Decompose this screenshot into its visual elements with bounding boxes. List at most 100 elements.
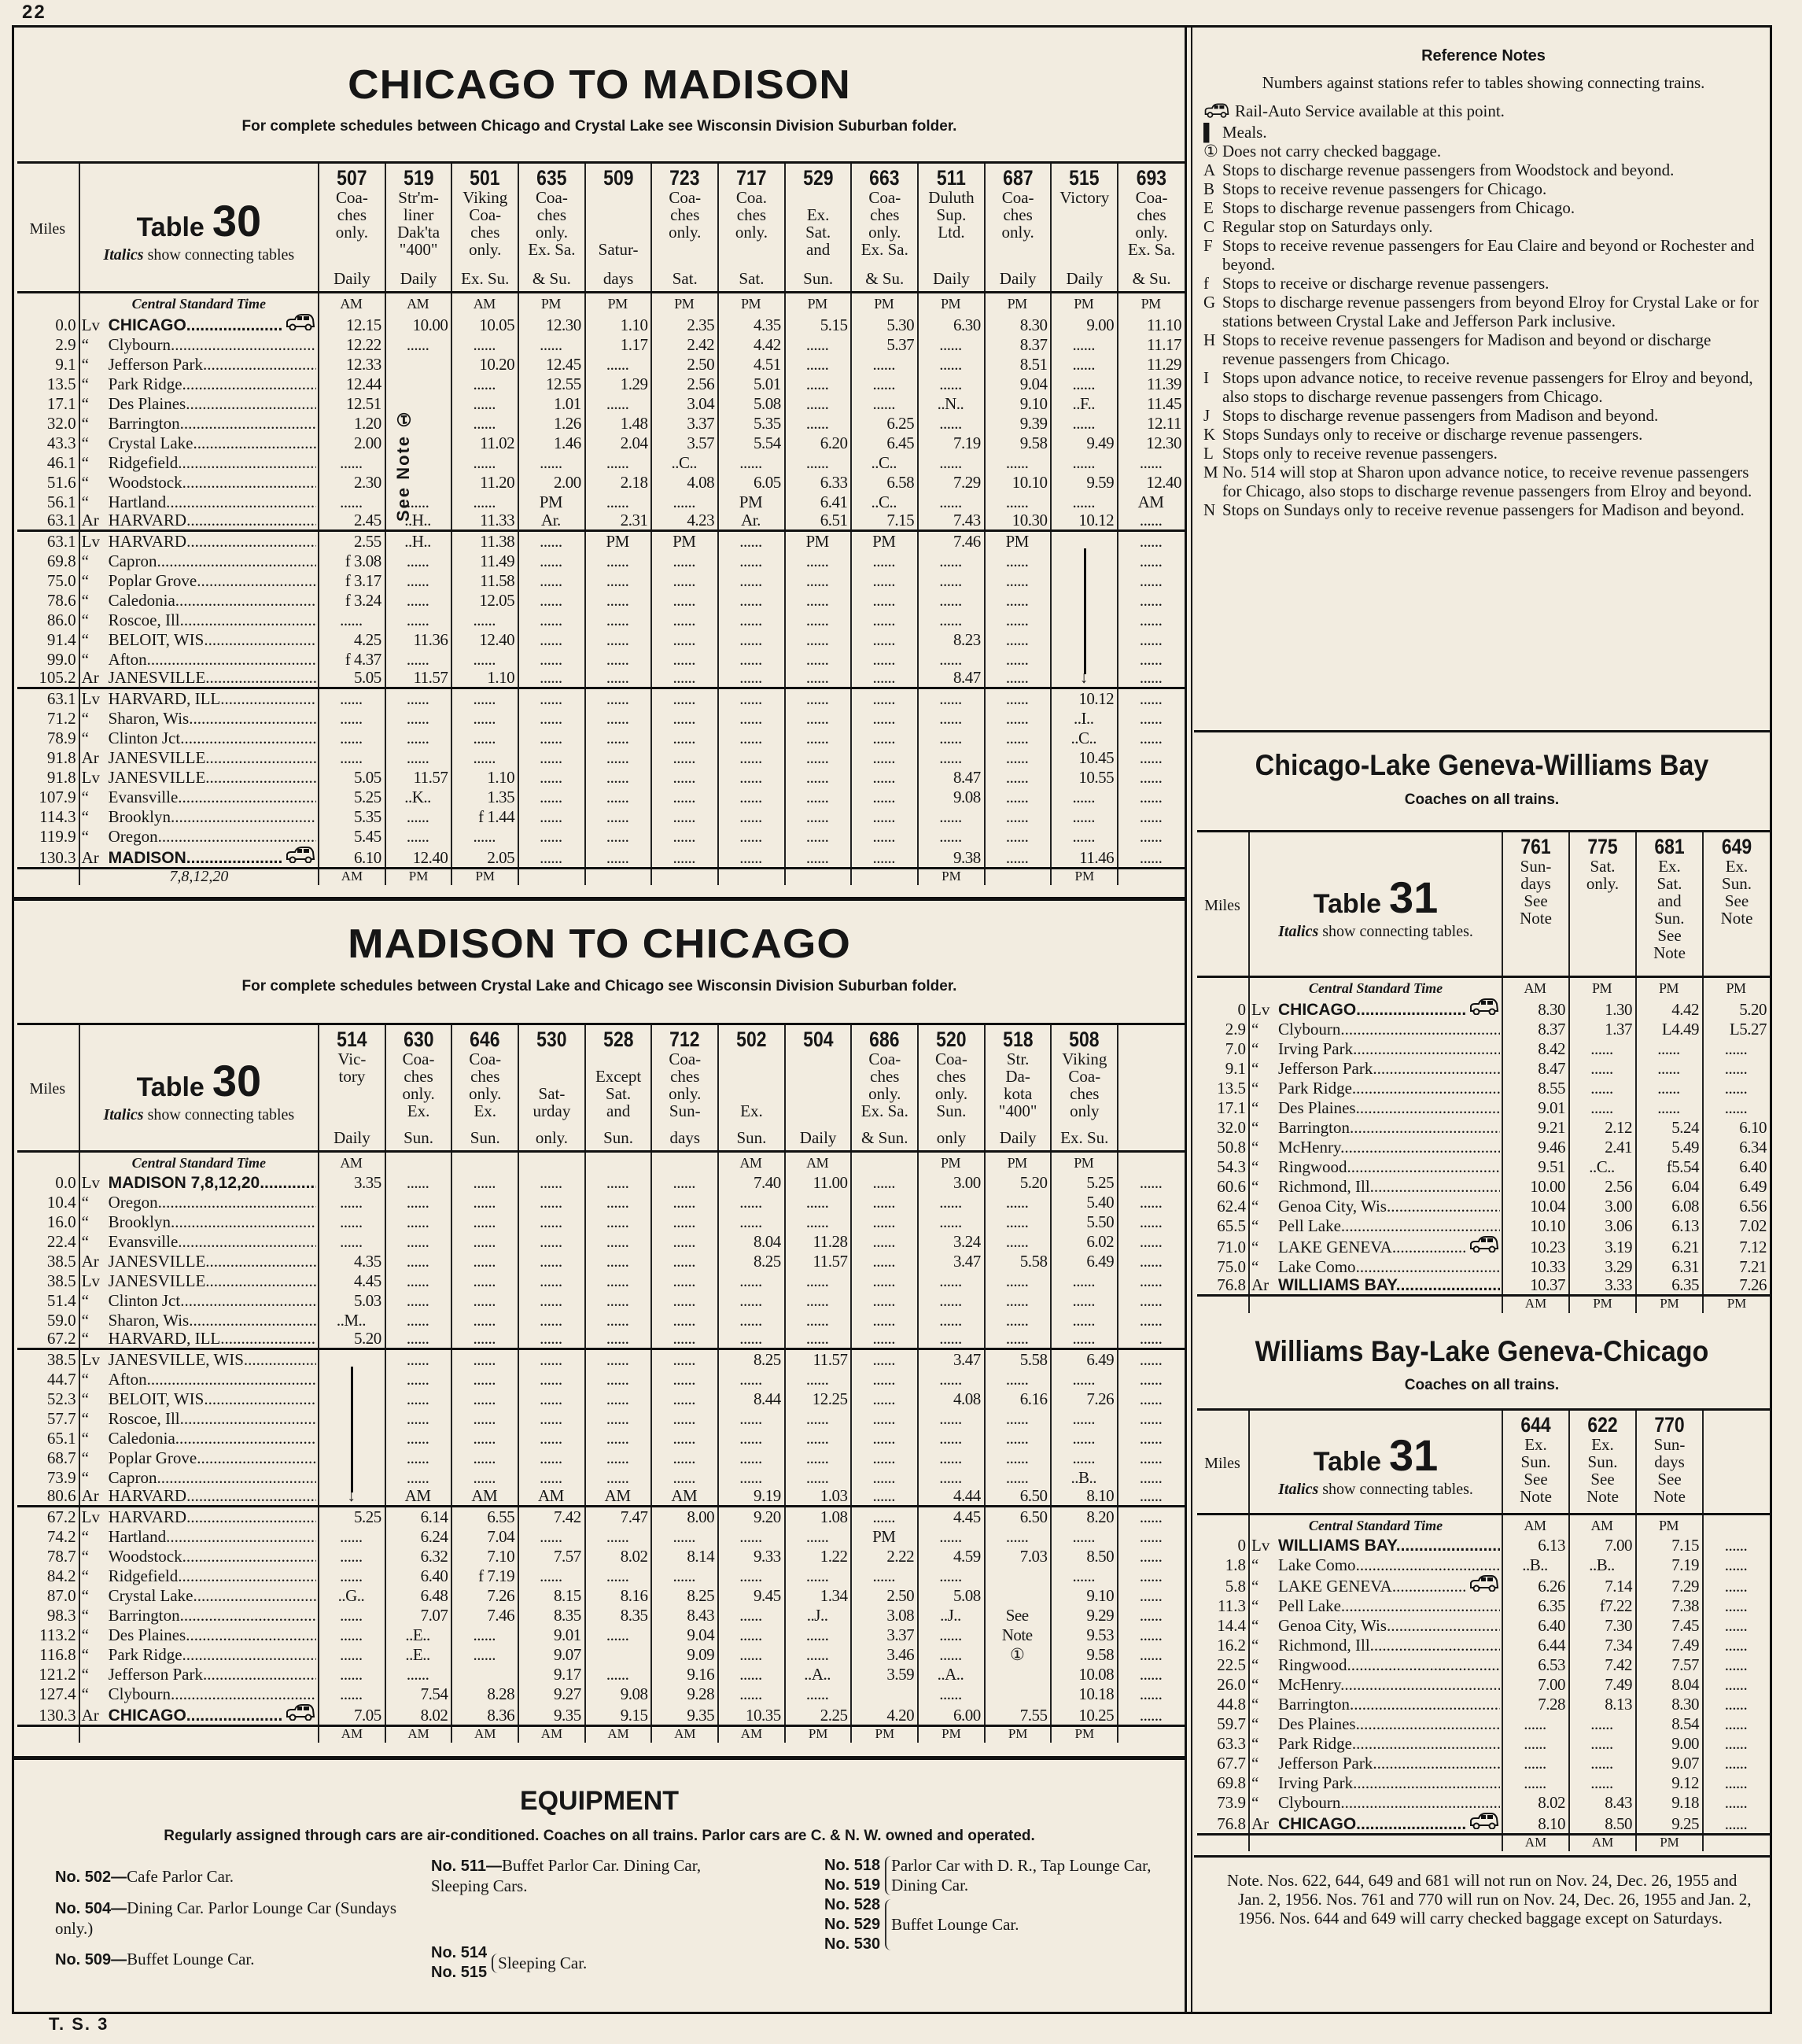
time-cell: ...... — [384, 570, 452, 590]
time-cell: 6.00 — [917, 1703, 985, 1725]
time-cell: ...... — [783, 589, 852, 610]
time-cell: ...... — [384, 1230, 452, 1251]
time-cell: ...... — [850, 845, 919, 868]
time-cell: ...... — [1050, 806, 1118, 826]
time-cell: ...... — [850, 1211, 919, 1231]
time-cell: ...... — [584, 550, 652, 570]
divider-line — [1194, 1855, 1770, 1858]
time-cell: 7.19 — [1635, 1554, 1703, 1574]
train-no: No. 504— — [55, 1900, 127, 1917]
station: “Poplar Grove...........................… — [82, 571, 316, 590]
mileage: 51.6 — [46, 472, 76, 492]
header-row: Miles Table 31 Italics show connecting tabl… — [1197, 1408, 1770, 1515]
station-name: MADISON.................................… — [108, 848, 284, 867]
time-cell: ...... — [717, 687, 785, 708]
time-cell: ...... — [584, 1329, 652, 1349]
time-cell: ...... — [451, 1348, 519, 1369]
table-row: 5.8“LAKE GENEVA.........................… — [1197, 1574, 1770, 1596]
time-cell: ...... — [1502, 1772, 1569, 1792]
time-cell: 5.50 — [1050, 1211, 1118, 1231]
time-cell: ...... — [518, 334, 585, 354]
time-cell: ...... — [318, 707, 385, 728]
time-cell: ...... — [717, 1644, 785, 1664]
station-cell: “Barrington.............................… — [78, 412, 319, 433]
table-row: 114.3 “Brooklyn..........................… — [17, 806, 1185, 826]
mileage: 10.4 — [46, 1192, 76, 1212]
time-cell: ...... — [917, 806, 985, 826]
time-cell: ..M.. — [318, 1309, 385, 1330]
train-column-header: 770 Sun- days See Note — [1635, 1408, 1703, 1515]
mileage: 57.7 — [46, 1408, 76, 1428]
reference-notes-intro: Numbers against stations refer to tables… — [1262, 73, 1705, 92]
time-cell: 7.57 — [1635, 1654, 1703, 1674]
time-cell: 11.10 — [1117, 312, 1185, 334]
time-cell: ...... — [584, 825, 652, 846]
table-row: 91.8 Ar JANESVILLE........................… — [17, 747, 1185, 767]
table-row: 75.0 “Lake Como..........................… — [1197, 1256, 1770, 1276]
mileage: 2.9 — [55, 334, 76, 354]
time-cell: ...... — [584, 1447, 652, 1467]
time-cell: ...... — [650, 747, 719, 767]
station-name: Sharon, Wis.............................… — [108, 709, 317, 728]
time-cell: ...... — [850, 629, 919, 649]
table-row: 78.9 “Clinton Jct........................… — [17, 727, 1185, 747]
time-cell: 9.58 — [983, 432, 1052, 452]
table-row: 2.9 “Clybourn............................… — [17, 334, 1185, 354]
time-cell: ...... — [384, 1171, 452, 1192]
timezone-row: Central Standard Time AM PM PM PM — [1197, 976, 1770, 998]
madison-to-chicago-subtitle: For complete schedules between Crystal L… — [241, 978, 957, 994]
station-cell: “Pell Lake..............................… — [1248, 1595, 1502, 1615]
train-no: No. 518 — [824, 1857, 881, 1874]
time-cell: ...... — [584, 452, 652, 472]
train-number: 507 — [337, 166, 367, 190]
time-cell: ...... — [850, 1329, 919, 1349]
table-row: 9.1 “Jefferson Park......................… — [1197, 1057, 1770, 1078]
time-cell: ...... — [1117, 609, 1185, 629]
mileage: 17.1 — [1217, 1098, 1246, 1117]
time-cell: ...... — [717, 1329, 785, 1349]
time-cell: 7.14 — [1568, 1574, 1636, 1596]
station-name-text: HARVARD — [108, 532, 187, 551]
time-cell — [1050, 589, 1118, 610]
station-name-text: Roscoe, Ill. — [108, 1409, 184, 1428]
station: LvCHICAGO...............................… — [1251, 998, 1500, 1019]
time-cell: 5.15 — [783, 312, 852, 334]
time-cell: ...... — [384, 1211, 452, 1231]
time-cell: ...... — [717, 727, 785, 747]
time-cell: PM — [983, 529, 1052, 551]
mileage: 91.8 — [46, 767, 76, 787]
time-cell: ...... — [518, 1388, 585, 1408]
time-cell: ...... — [1117, 1191, 1185, 1212]
time-cell: ...... — [518, 786, 585, 806]
train-description: Coa- ches only. Sun. — [934, 1050, 968, 1120]
arrive-leave-marker: “ — [1251, 1039, 1259, 1058]
time-cell: ...... — [650, 1467, 719, 1487]
time-cell: ...... — [783, 1683, 852, 1703]
time-cell: ...... — [1050, 412, 1118, 433]
mileage: 9.1 — [55, 354, 76, 374]
time-cell: ...... — [451, 452, 519, 472]
train-description: Viking Coa- ches only. — [462, 188, 508, 259]
station-cell: “Capron.................................… — [78, 1467, 319, 1487]
time-cell: ...... — [1702, 1732, 1770, 1753]
mileage: 13.5 — [1217, 1078, 1246, 1098]
time-cell: ...... — [650, 687, 719, 708]
time-cell — [318, 1368, 385, 1389]
time-cell: 8.14 — [650, 1545, 719, 1566]
am-pm-marker: AM — [451, 291, 519, 313]
station-cell: “Brooklyn...............................… — [78, 806, 319, 826]
mileage: 50.8 — [1217, 1137, 1246, 1157]
table-row: 10.4 “Oregon.............................… — [17, 1191, 1185, 1212]
station-cell: ArCHICAGO...............................… — [1248, 1811, 1502, 1834]
station-name: CHICAGO.................................… — [108, 315, 284, 334]
station-name-text: Lake Como — [1278, 1257, 1356, 1276]
time-cell: ...... — [1117, 825, 1185, 846]
station-cell: ArJANESVILLE............................… — [78, 668, 319, 688]
time-cell: 8.37 — [983, 334, 1052, 354]
footer-row: AM PM PM PM — [1197, 1294, 1770, 1313]
time-cell: 6.20 — [783, 432, 852, 452]
table-row: 78.6 “Caledonia..........................… — [17, 589, 1185, 610]
time-cell: ...... — [717, 1427, 785, 1448]
time-cell: 7.29 — [1635, 1574, 1703, 1596]
time-cell: ...... — [783, 609, 852, 629]
